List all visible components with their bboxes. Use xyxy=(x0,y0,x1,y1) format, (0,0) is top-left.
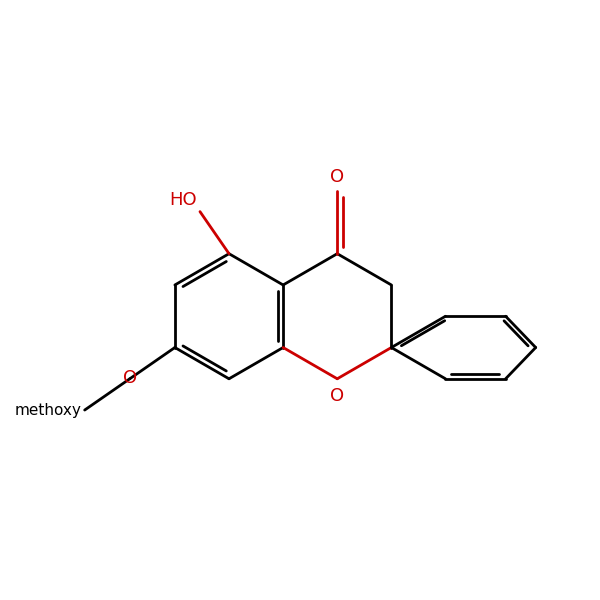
Text: O: O xyxy=(330,386,344,404)
Text: methoxy: methoxy xyxy=(15,403,82,418)
Text: HO: HO xyxy=(169,191,197,209)
Text: O: O xyxy=(123,368,137,386)
Text: O: O xyxy=(330,169,344,187)
